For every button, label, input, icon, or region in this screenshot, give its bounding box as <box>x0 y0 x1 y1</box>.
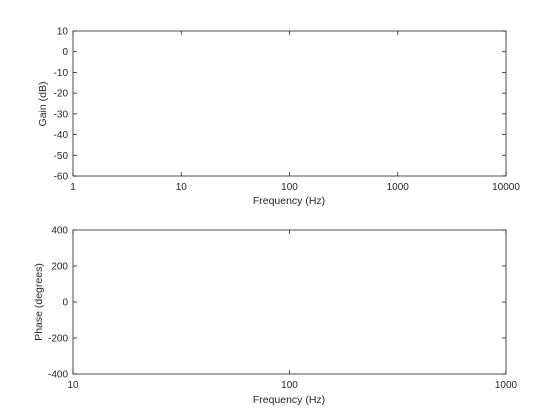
phase-axes-frame <box>72 229 507 375</box>
gain-xlabel: Frequency (Hz) <box>253 195 325 207</box>
gain-ytick-label: -20 <box>54 89 69 100</box>
gain-xtick-label: 10 <box>176 182 188 193</box>
gain-axes-frame <box>72 30 507 177</box>
gain-ytick-label: -30 <box>54 109 69 120</box>
gain-xtick-label: 100 <box>281 182 298 193</box>
gain-ytick-label: -10 <box>54 68 69 79</box>
phase-ytick-label: 0 <box>62 298 68 309</box>
phase-ytick-label: 400 <box>51 226 68 237</box>
phase-ylabel: Phase (degrees) <box>33 263 45 341</box>
phase-xtick-label: 10 <box>67 380 79 391</box>
gain-ytick-label: -50 <box>54 151 69 162</box>
phase-ytick-label: -400 <box>48 370 68 381</box>
phase-xlabel: Frequency (Hz) <box>253 394 325 406</box>
phase-ytick-label: -200 <box>48 334 68 345</box>
phase-xtick-label: 100 <box>281 380 298 391</box>
gain-xtick-label: 1 <box>70 182 76 193</box>
gain-xtick-label: 10000 <box>492 182 520 193</box>
gain-ytick-label: 10 <box>57 27 69 38</box>
phase-xtick-label: 1000 <box>495 380 518 391</box>
gain-panel: 1 10 100 1000 10000 -60 -50 -40 -30 -20 -10 0 10 Fre… <box>37 27 520 208</box>
gain-ylabel: Gain (dB) <box>37 82 49 127</box>
gain-ytick-label: -40 <box>54 130 69 141</box>
gain-xtick-label: 1000 <box>387 182 410 193</box>
gain-ytick-label: -60 <box>54 172 69 183</box>
phase-ytick-label: 200 <box>51 262 68 273</box>
gain-ytick-label: 0 <box>62 47 68 58</box>
